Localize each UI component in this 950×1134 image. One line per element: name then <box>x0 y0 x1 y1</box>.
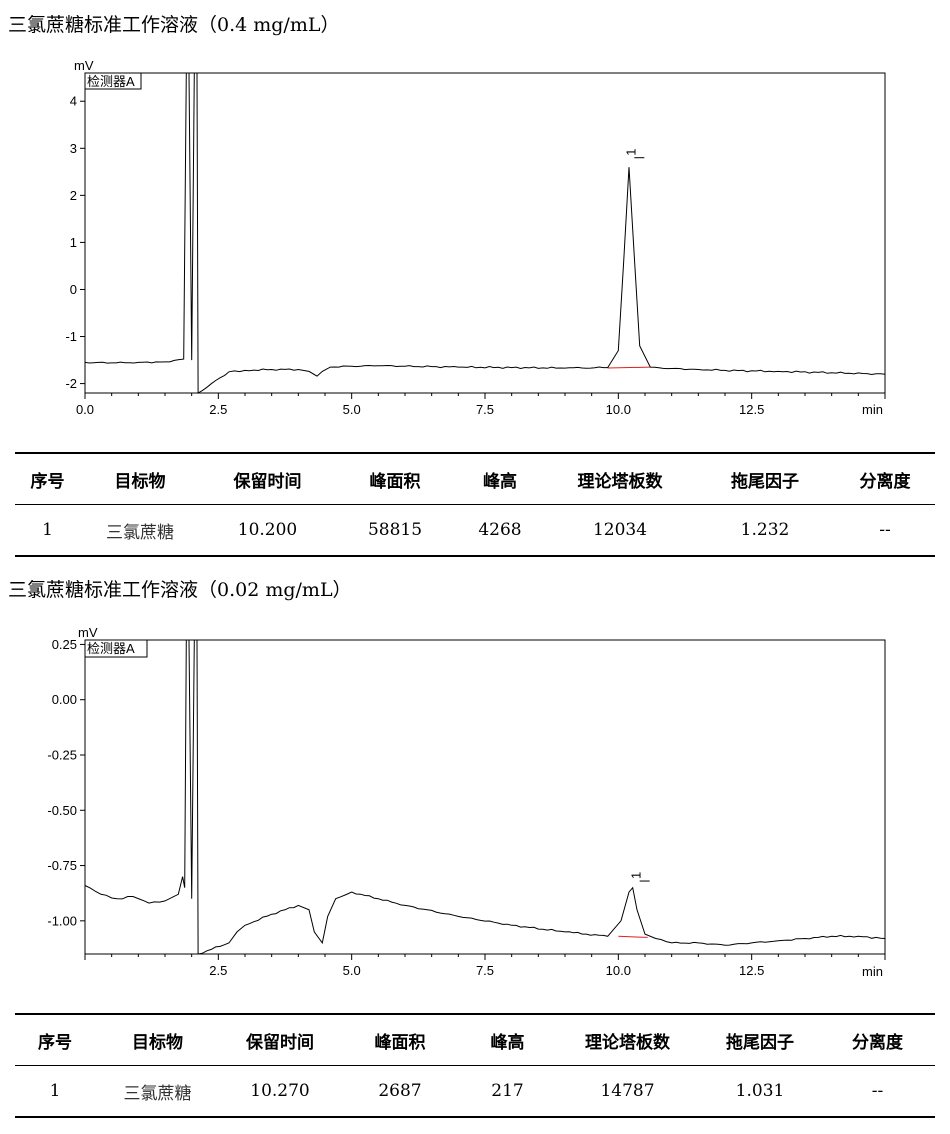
x-tick-label: 2.5 <box>209 963 227 978</box>
col-header-theoretical-plates: 理论塔板数 <box>555 1013 700 1066</box>
col-header-target: 目标物 <box>95 1013 220 1066</box>
col-header-retention-time: 保留时间 <box>220 1013 340 1066</box>
cell-target: 三氯蔗糖 <box>95 1065 220 1118</box>
y-tick-label: -0.25 <box>47 747 77 762</box>
x-tick-label: 12.5 <box>739 963 764 978</box>
chart-1-y-axis: 4 3 2 1 0 -1 -2 <box>65 94 85 391</box>
col-header-index: 序号 <box>15 452 80 505</box>
col-header-peak-height: 峰高 <box>455 452 545 505</box>
cell-resolution: -- <box>820 1065 935 1118</box>
col-header-resolution: 分离度 <box>835 452 935 505</box>
chart-1-title: 三氯蔗糖标准工作溶液（0.4 mg/mL） <box>8 14 340 36</box>
chart-1: mV 检测器A min 4 3 2 1 0 -1 -2 0.0 2.5 5.0 7.5 10.0 12… <box>65 58 886 417</box>
x-tick-label: 10.0 <box>606 963 631 978</box>
x-tick-label: 7.5 <box>476 963 494 978</box>
chart-2-y-axis: 0.25 0.00 -0.25 -0.50 -0.75 -1.00 <box>47 637 85 928</box>
chart-1-y-unit: mV <box>74 58 94 73</box>
col-header-target: 目标物 <box>80 452 200 505</box>
chart-2-baseline-segment <box>618 935 648 938</box>
cell-peak-area: 58815 <box>335 504 455 557</box>
cell-peak-area: 2687 <box>340 1065 460 1118</box>
y-tick-label: -0.50 <box>47 803 77 818</box>
result-table-2: 序号 目标物 保留时间 峰面积 峰高 理论塔板数 拖尾因子 分离度 1 三氯蔗糖… <box>15 1013 935 1118</box>
col-header-tailing-factor: 拖尾因子 <box>700 1013 820 1066</box>
chart-2-peak-label: 1 <box>629 872 650 882</box>
y-tick-label: 0.00 <box>52 692 77 707</box>
result-table-2-header-row: 序号 目标物 保留时间 峰面积 峰高 理论塔板数 拖尾因子 分离度 <box>15 1013 935 1066</box>
table-row: 1 三氯蔗糖 10.270 2687 217 14787 1.031 -- <box>15 1065 935 1118</box>
chart-2-x-unit: min <box>862 964 883 979</box>
cell-theoretical-plates: 14787 <box>555 1065 700 1118</box>
y-tick-label: 0.25 <box>52 637 77 652</box>
col-header-tailing-factor: 拖尾因子 <box>695 452 835 505</box>
cell-retention-time: 10.200 <box>200 504 335 557</box>
cell-index: 1 <box>15 1065 95 1118</box>
chart-1-trace-line <box>84 72 886 394</box>
y-tick-label: 2 <box>70 188 77 203</box>
result-table-1: 序号 目标物 保留时间 峰面积 峰高 理论塔板数 拖尾因子 分离度 1 三氯蔗糖… <box>15 452 935 557</box>
chart-1-plot-frame <box>84 72 886 394</box>
cell-tailing-factor: 1.031 <box>700 1065 820 1118</box>
x-tick-label: 12.5 <box>739 402 764 417</box>
chart-2-x-axis: 2.5 5.0 7.5 10.0 12.5 <box>84 954 886 978</box>
cell-resolution: -- <box>835 504 935 557</box>
col-header-peak-area: 峰面积 <box>335 452 455 505</box>
col-header-index: 序号 <box>15 1013 95 1066</box>
cell-target: 三氯蔗糖 <box>80 504 200 557</box>
col-header-theoretical-plates: 理论塔板数 <box>545 452 695 505</box>
chart-2-trace-line <box>84 639 886 955</box>
chart-2-plot-frame <box>84 639 886 955</box>
x-tick-label: 5.0 <box>343 402 361 417</box>
y-tick-label: 3 <box>70 141 77 156</box>
chart-2-legend-box <box>84 639 148 658</box>
chart-2-y-unit: mV <box>78 625 98 640</box>
chart-1-legend-box <box>84 72 142 90</box>
chart-1-peak-label: 1 <box>623 148 645 159</box>
y-tick-label: 0 <box>70 282 77 297</box>
chart-1-x-unit: min <box>862 402 883 417</box>
col-header-resolution: 分离度 <box>820 1013 935 1066</box>
cell-index: 1 <box>15 504 80 557</box>
col-header-peak-area: 峰面积 <box>340 1013 460 1066</box>
y-tick-label: -2 <box>65 376 77 391</box>
chart-2: mV 检测器A min 0.25 0.00 -0.25 -0.50 -0.75 -1.00… <box>47 625 886 979</box>
cell-peak-height: 217 <box>460 1065 555 1118</box>
cell-peak-height: 4268 <box>455 504 545 557</box>
chart-2-title: 三氯蔗糖标准工作溶液（0.02 mg/mL） <box>8 579 352 601</box>
y-tick-label: 4 <box>70 94 77 109</box>
x-tick-label: 10.0 <box>606 402 631 417</box>
y-tick-label: 1 <box>70 235 77 250</box>
x-tick-label: 5.0 <box>343 963 361 978</box>
x-tick-label: 7.5 <box>476 402 494 417</box>
result-table-1-header-row: 序号 目标物 保留时间 峰面积 峰高 理论塔板数 拖尾因子 分离度 <box>15 452 935 505</box>
cell-retention-time: 10.270 <box>220 1065 340 1118</box>
cell-tailing-factor: 1.232 <box>695 504 835 557</box>
chart-2-legend-label: 检测器A <box>87 641 135 656</box>
chart-1-baseline-segment <box>607 366 651 369</box>
cell-theoretical-plates: 12034 <box>545 504 695 557</box>
col-header-retention-time: 保留时间 <box>200 452 335 505</box>
chart-1-x-axis: 0.0 2.5 5.0 7.5 10.0 12.5 <box>76 393 886 417</box>
chart-2-peak-number: 1 <box>629 872 644 879</box>
col-header-peak-height: 峰高 <box>460 1013 555 1066</box>
x-tick-label: 0.0 <box>76 402 94 417</box>
table-row: 1 三氯蔗糖 10.200 58815 4268 12034 1.232 -- <box>15 504 935 557</box>
y-tick-label: -1.00 <box>47 913 77 928</box>
y-tick-label: -1 <box>65 329 77 344</box>
chart-1-legend-label: 检测器A <box>87 74 135 89</box>
chart-1-peak-number: 1 <box>623 148 638 155</box>
y-tick-label: -0.75 <box>47 858 77 873</box>
x-tick-label: 2.5 <box>209 402 227 417</box>
